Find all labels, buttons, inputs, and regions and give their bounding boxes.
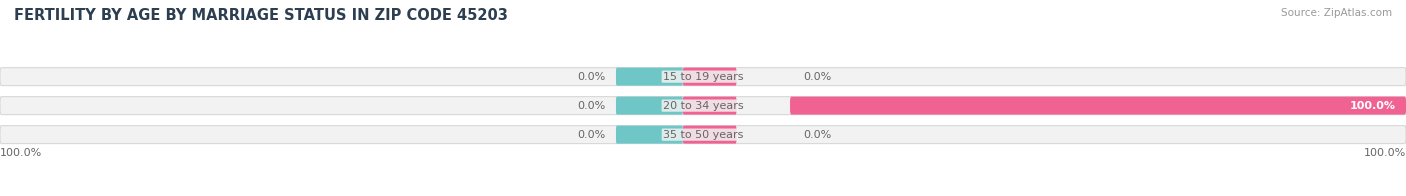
Text: 15 to 19 years: 15 to 19 years [662,72,744,82]
Text: 100.0%: 100.0% [1350,101,1396,111]
Text: 0.0%: 0.0% [803,72,832,82]
Text: 20 to 34 years: 20 to 34 years [662,101,744,111]
FancyBboxPatch shape [683,97,737,115]
Text: 0.0%: 0.0% [578,101,606,111]
FancyBboxPatch shape [683,68,737,86]
FancyBboxPatch shape [616,97,683,115]
Text: 100.0%: 100.0% [1364,149,1406,159]
FancyBboxPatch shape [683,126,737,144]
Text: Source: ZipAtlas.com: Source: ZipAtlas.com [1281,8,1392,18]
Text: 0.0%: 0.0% [803,130,832,140]
Text: 0.0%: 0.0% [578,72,606,82]
FancyBboxPatch shape [790,97,1406,115]
FancyBboxPatch shape [0,126,1406,144]
Text: FERTILITY BY AGE BY MARRIAGE STATUS IN ZIP CODE 45203: FERTILITY BY AGE BY MARRIAGE STATUS IN Z… [14,8,508,23]
Text: 35 to 50 years: 35 to 50 years [662,130,744,140]
Text: 0.0%: 0.0% [578,130,606,140]
FancyBboxPatch shape [0,97,1406,115]
Text: 100.0%: 100.0% [0,149,42,159]
FancyBboxPatch shape [616,68,683,86]
FancyBboxPatch shape [0,68,1406,86]
FancyBboxPatch shape [616,126,683,144]
